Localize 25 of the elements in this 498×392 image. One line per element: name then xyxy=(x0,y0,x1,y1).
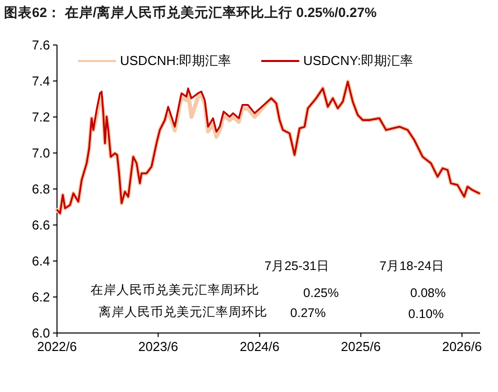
legend-label: USDCNY:即期汇率 xyxy=(303,53,414,68)
y-tick-label: 7.4 xyxy=(32,74,50,88)
y-tick-label: 6.6 xyxy=(32,218,50,232)
legend-label: USDCNH:即期汇率 xyxy=(120,53,232,68)
y-tick-label: 6.0 xyxy=(32,326,50,340)
x-tick-label: 2023/6 xyxy=(138,339,178,354)
annotation: 0.08% xyxy=(410,286,446,300)
x-tick-label: 2026/6 xyxy=(442,339,482,354)
x-tick-label: 2024/6 xyxy=(240,339,280,354)
x-tick-label: 2022/6 xyxy=(37,339,77,354)
y-tick-label: 7.0 xyxy=(32,146,50,160)
annotation: 7月18-24日 xyxy=(380,259,444,273)
chart-title: 图表62： 在岸/离岸人民币兑美元汇率环比上行 0.25%/0.27% xyxy=(4,4,377,20)
y-tick-label: 6.2 xyxy=(32,290,50,304)
y-tick-label: 7.6 xyxy=(32,38,50,52)
annotation: 7月25-31日 xyxy=(264,259,330,273)
annotation: 0.25% xyxy=(303,286,339,300)
y-tick-label: 7.2 xyxy=(32,110,50,124)
x-tick-label: 2025/6 xyxy=(340,339,381,354)
y-tick-label: 6.4 xyxy=(32,254,50,268)
annotation: 离岸人民币兑美元汇率周环比 xyxy=(98,304,268,319)
annotation: 0.10% xyxy=(408,307,444,321)
annotation: 0.27% xyxy=(290,306,326,320)
annotation: 在岸人民币兑美元汇率周环比 xyxy=(90,282,260,297)
y-tick-label: 6.8 xyxy=(32,182,50,196)
